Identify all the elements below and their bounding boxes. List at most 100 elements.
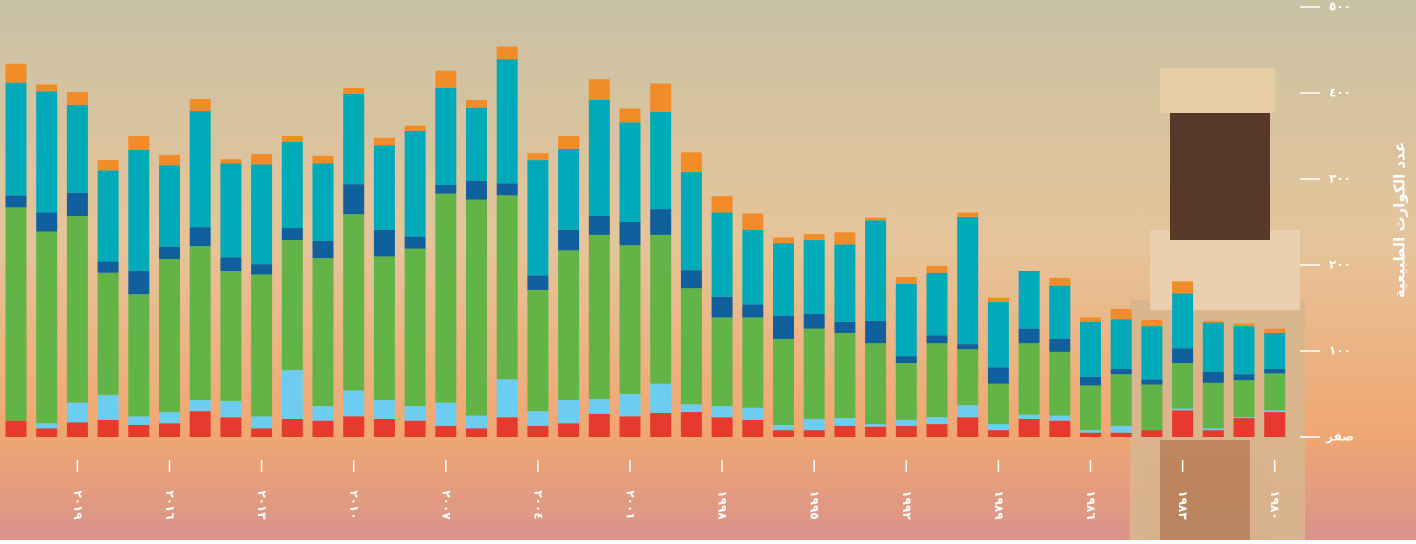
bar-segment <box>1202 320 1224 323</box>
bar-segment <box>895 277 917 284</box>
bar-segment <box>588 79 610 100</box>
bar-segment <box>36 423 58 429</box>
bar-segment <box>1172 348 1194 364</box>
bar-segment <box>865 320 887 344</box>
bar-segment <box>926 265 948 273</box>
bar-segment <box>128 271 150 295</box>
bar-segment <box>1049 420 1071 437</box>
bar-segment <box>251 164 273 265</box>
bar-segment <box>865 217 887 221</box>
bar-segment <box>957 405 979 418</box>
bar-segment <box>5 63 27 83</box>
bar-segment <box>588 234 610 400</box>
y-axis-title: عدد الكوارث الطبيعية <box>1391 142 1409 298</box>
bar-segment <box>926 424 948 437</box>
bar-segment <box>281 240 303 370</box>
bar-segment <box>343 93 365 185</box>
bar-segment <box>527 411 549 426</box>
bar-segment <box>1141 320 1163 327</box>
bar-segment <box>128 149 150 272</box>
bar-segment <box>619 245 641 394</box>
bar-segment <box>527 153 549 161</box>
bar-segment <box>251 154 273 165</box>
bar-segment <box>865 424 887 427</box>
bar-segment <box>527 425 549 437</box>
bar-segment <box>1110 369 1132 375</box>
bar-segment <box>36 231 58 424</box>
bar-segment <box>742 229 764 305</box>
bar-segment <box>128 416 150 425</box>
bar-segment <box>773 243 794 316</box>
bar-segment <box>1080 321 1101 377</box>
bar-segment <box>803 234 825 241</box>
x-tick-label: ١٩٩٢ <box>900 490 914 520</box>
bar-segment <box>803 240 825 315</box>
bar-segment <box>343 87 365 94</box>
bar-segment <box>650 83 672 112</box>
bar-segment <box>312 406 334 421</box>
bar-segment <box>5 420 27 437</box>
bar-segment <box>834 332 856 419</box>
bar-segment <box>680 412 702 437</box>
bar-segment <box>834 244 856 322</box>
bar-segment <box>281 228 303 241</box>
bar-segment <box>251 264 273 275</box>
bar-segment <box>558 148 580 230</box>
bar-segment <box>220 417 242 437</box>
bar-segment <box>189 246 211 401</box>
y-tick-label: صفر <box>1325 430 1354 444</box>
bar-segment <box>1264 328 1286 333</box>
x-tick-label: ٢٠١٠ <box>347 490 361 519</box>
bar-segment <box>1049 285 1071 339</box>
bar-segment <box>619 108 641 123</box>
bar-segment <box>773 315 794 339</box>
bar-segment <box>66 92 88 106</box>
bar-segment <box>159 258 180 413</box>
bar-segment <box>957 349 979 406</box>
bar-segment <box>711 317 733 407</box>
bar-segment <box>220 400 242 418</box>
bar-segment <box>220 271 242 401</box>
bar-segment <box>435 185 457 194</box>
bar-segment <box>987 301 1009 368</box>
bar-segment <box>1018 414 1040 419</box>
bar-segment <box>742 304 764 318</box>
bar-segment <box>220 159 242 164</box>
bar-segment <box>36 428 58 437</box>
bar-segment <box>680 404 702 413</box>
bar-segment <box>159 165 180 247</box>
bar-segment <box>496 195 518 380</box>
bar-segment <box>957 417 979 437</box>
bar-segment <box>66 192 88 216</box>
bar-segment <box>466 415 487 429</box>
bar-segment <box>834 418 856 426</box>
bar-segment <box>128 294 150 417</box>
bar-segment <box>97 160 119 171</box>
bar-segment <box>496 379 518 418</box>
bar-segment <box>97 272 119 395</box>
x-tick-label: ١٩٨٩ <box>992 490 1006 520</box>
bar-segment <box>251 416 273 429</box>
bar-segment <box>1141 379 1163 385</box>
bar-segment <box>1141 430 1163 437</box>
bar-segment <box>650 234 672 384</box>
bar-segment <box>895 356 917 364</box>
bar-segment <box>1049 277 1071 286</box>
bar-segment <box>159 412 180 424</box>
x-tick-label: ٢٠٠٧ <box>439 490 453 520</box>
x-tick-label: ٢٠١٦ <box>163 490 177 519</box>
bar-segment <box>803 430 825 437</box>
bar-segment <box>36 84 58 92</box>
bar-segment <box>189 99 211 112</box>
bar-segment <box>834 425 856 437</box>
bar-segment <box>66 402 88 423</box>
x-tick-label: ١٩٩٥ <box>808 490 822 519</box>
bar-segment <box>97 419 119 437</box>
bar-segment <box>466 428 487 437</box>
bar-segment <box>803 314 825 329</box>
bar-segment <box>66 422 88 437</box>
bar-segment <box>343 390 365 417</box>
bar-segment <box>742 213 764 230</box>
bar-segment <box>926 417 948 425</box>
bar-segment <box>373 145 395 230</box>
